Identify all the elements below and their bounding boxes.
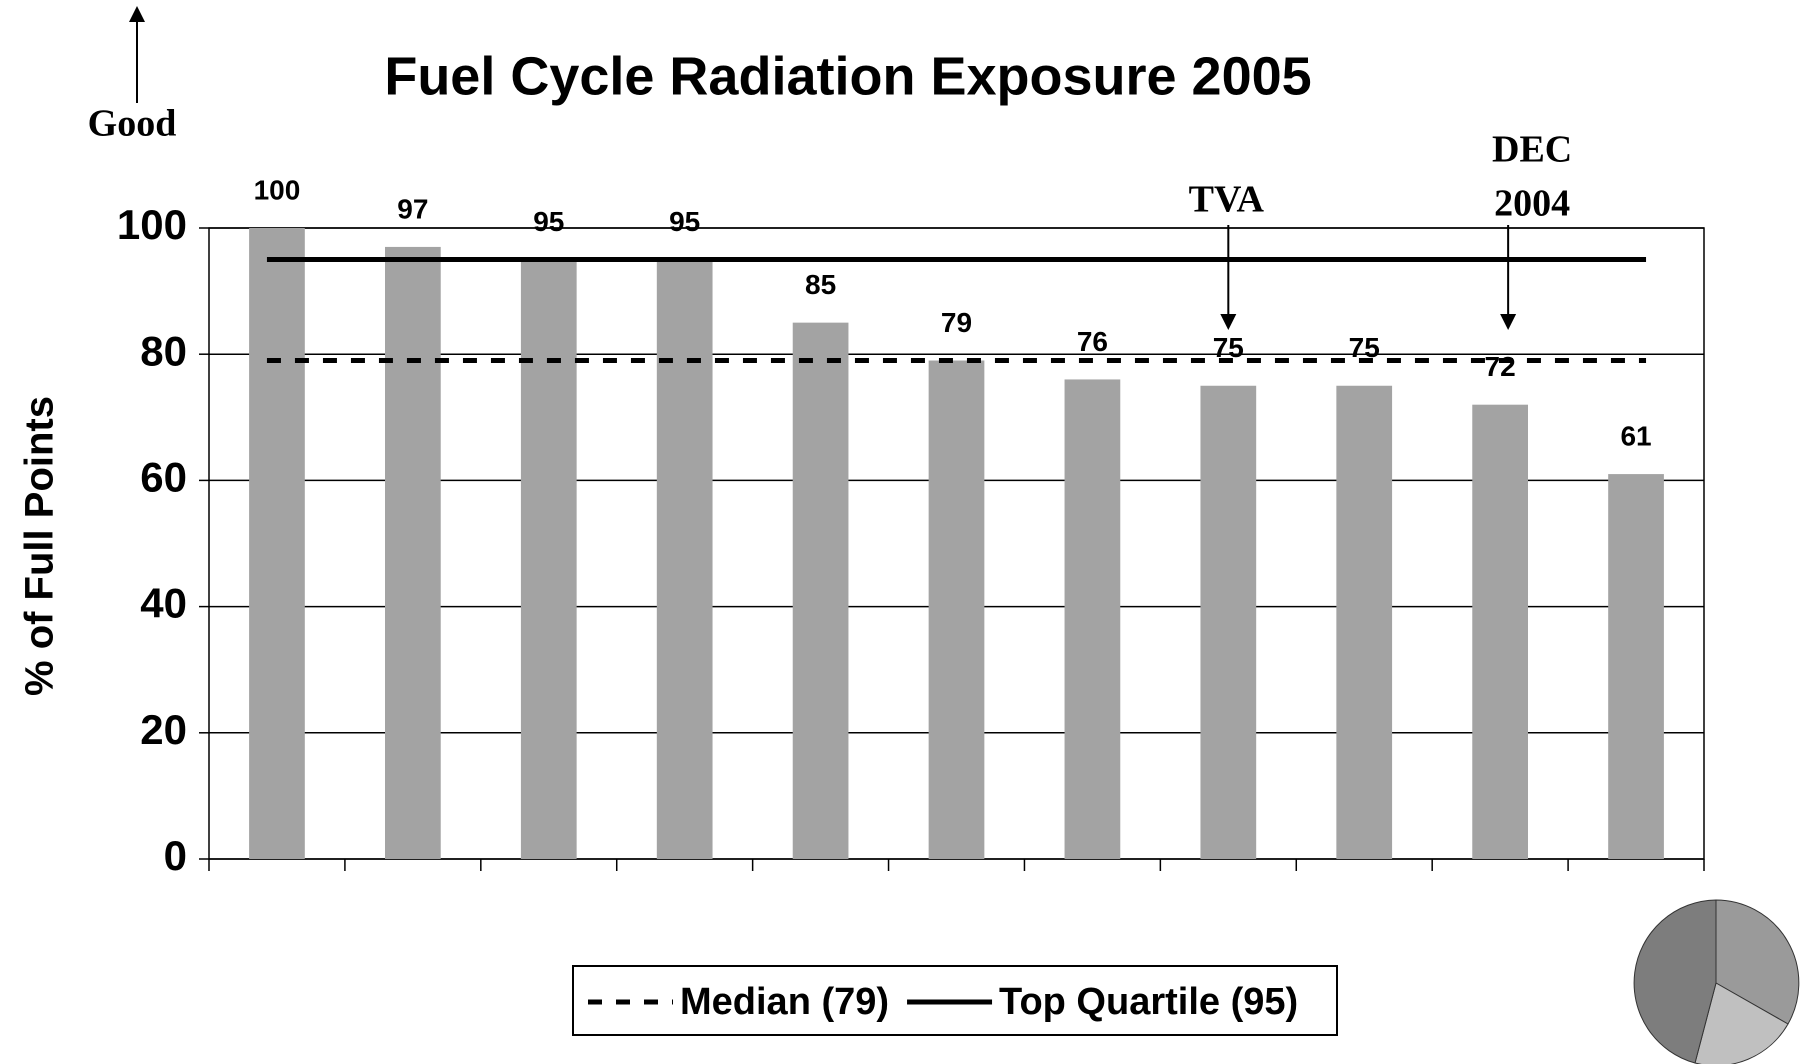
value-label: 85 <box>805 269 836 300</box>
y-axis-label: % of Full Points <box>18 396 62 696</box>
bar <box>385 246 441 859</box>
value-label: 75 <box>1213 332 1244 363</box>
annotation: 2004 <box>1494 183 1570 225</box>
value-label: 72 <box>1485 351 1516 382</box>
bar <box>792 322 849 859</box>
annotation: TVA <box>1189 179 1265 221</box>
y-tick-label: 80 <box>140 327 187 374</box>
y-tick-label: 60 <box>140 453 187 500</box>
annotation: Good <box>88 103 177 145</box>
value-label: 97 <box>397 193 428 224</box>
bar <box>1064 379 1121 859</box>
y-tick-label: 0 <box>164 832 187 879</box>
bar <box>1472 404 1528 859</box>
y-tick-label: 20 <box>140 706 187 753</box>
bar <box>928 360 985 859</box>
bar <box>1608 474 1664 859</box>
value-label: 76 <box>1077 326 1108 357</box>
y-tick-label: 100 <box>117 201 187 248</box>
bar <box>520 259 577 859</box>
value-label: 95 <box>533 206 564 237</box>
legend-label: Median (79) <box>680 981 889 1023</box>
pie-icon <box>1633 899 1800 1064</box>
value-label: 95 <box>669 206 700 237</box>
legend-label: Top Quartile (95) <box>999 981 1298 1023</box>
annotation: DEC <box>1492 129 1572 171</box>
bar <box>249 228 305 859</box>
chart-title: Fuel Cycle Radiation Exposure 2005 <box>384 46 1311 106</box>
value-label: 100 <box>254 174 301 205</box>
value-label: 79 <box>941 307 972 338</box>
y-tick-label: 40 <box>140 580 187 627</box>
bar <box>1336 385 1393 859</box>
bar <box>1200 385 1257 859</box>
value-label: 61 <box>1620 420 1651 451</box>
value-label: 75 <box>1349 332 1380 363</box>
bar <box>656 259 713 859</box>
